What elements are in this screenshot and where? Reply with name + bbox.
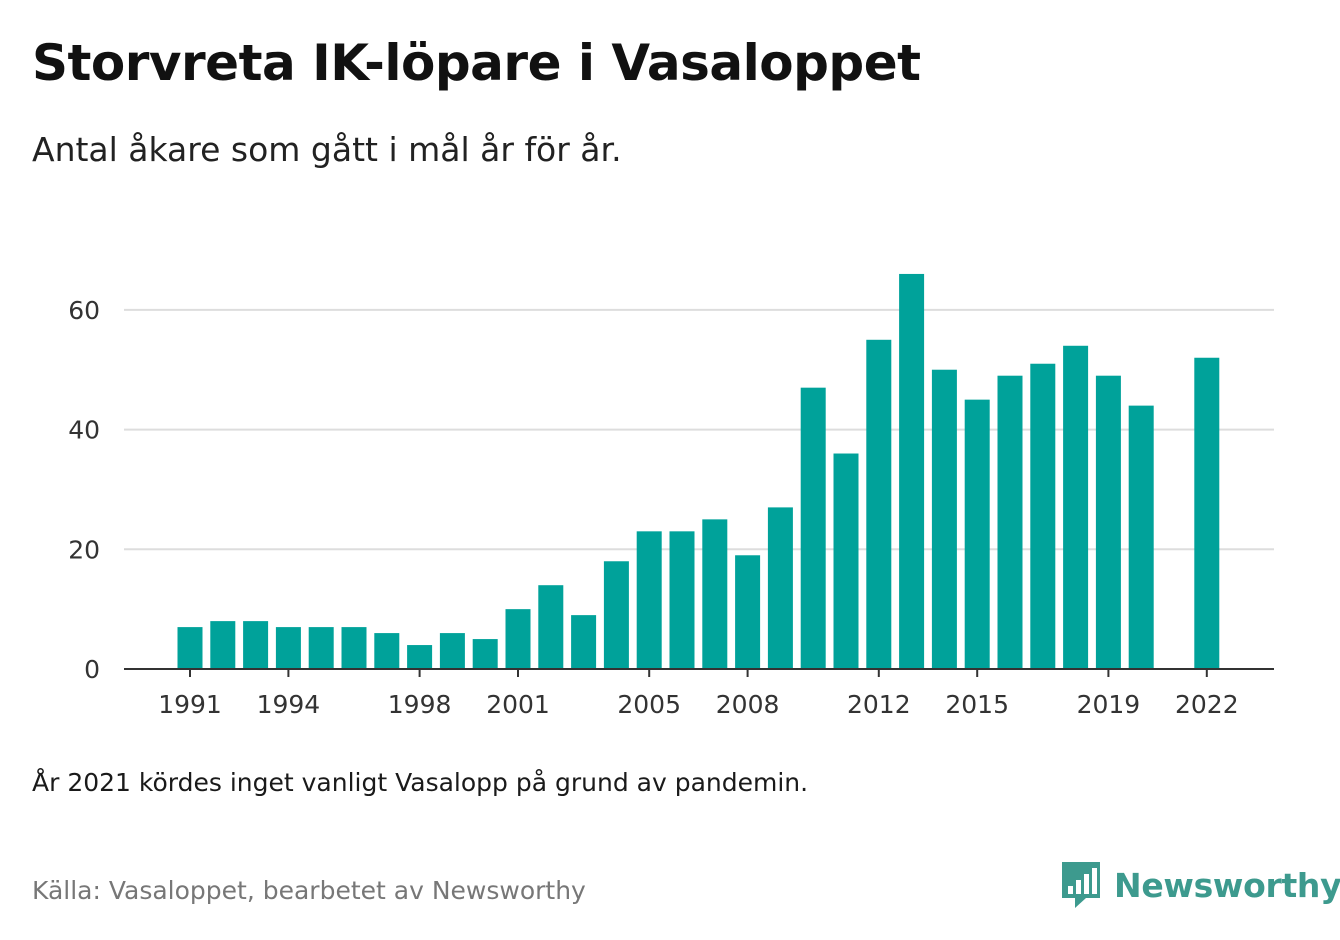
x-tick-label-1994: 1994 bbox=[257, 690, 321, 719]
bar-2020 bbox=[1128, 405, 1154, 669]
y-tick-label-20: 20 bbox=[68, 535, 100, 564]
bar-chart: 0 20 40 60 1991 1994 1998 2001 2005 2008 2012 2015 2… bbox=[68, 273, 1274, 719]
bar-2005 bbox=[636, 531, 662, 669]
chart-note: År 2021 kördes inget vanligt Vasalopp på… bbox=[32, 768, 809, 797]
bar-1991 bbox=[177, 627, 203, 669]
bar-1995 bbox=[308, 627, 334, 669]
bar-2003 bbox=[571, 615, 597, 669]
brand-logo: Newsworthy bbox=[1060, 860, 1340, 910]
axes: 0 20 40 60 1991 1994 1998 2001 2005 2008 2012 2015 2… bbox=[68, 296, 1274, 719]
brand-name: Newsworthy bbox=[1114, 865, 1340, 905]
bar-2022 bbox=[1194, 357, 1220, 669]
chart-title: Storvreta IK-löpare i Vasaloppet bbox=[32, 34, 921, 92]
bar-2018 bbox=[1063, 345, 1089, 669]
bar-1993 bbox=[243, 621, 269, 669]
bar-1999 bbox=[439, 633, 465, 669]
x-tick-label-2008: 2008 bbox=[716, 690, 780, 719]
source-credit: Källa: Vasaloppet, bearbetet av Newswort… bbox=[32, 876, 586, 905]
bar-2019 bbox=[1095, 375, 1121, 669]
bars bbox=[177, 273, 1220, 669]
bar-2004 bbox=[603, 561, 629, 669]
bar-2011 bbox=[833, 453, 859, 669]
bar-2000 bbox=[472, 639, 498, 669]
bar-2016 bbox=[997, 375, 1023, 669]
x-tick-label-2015: 2015 bbox=[945, 690, 1009, 719]
bar-2017 bbox=[1030, 363, 1056, 669]
bar-2010 bbox=[800, 387, 826, 669]
bar-1997 bbox=[374, 633, 400, 669]
chart-subtitle: Antal åkare som gått i mål år för år. bbox=[32, 130, 622, 169]
x-tick-label-2012: 2012 bbox=[847, 690, 911, 719]
y-tick-label-60: 60 bbox=[68, 296, 100, 325]
x-tick-label-1998: 1998 bbox=[388, 690, 452, 719]
x-tick-label-2019: 2019 bbox=[1077, 690, 1141, 719]
bar-2015 bbox=[964, 399, 990, 669]
y-tick-label-0: 0 bbox=[84, 655, 100, 684]
bar-1998 bbox=[407, 645, 433, 669]
bar-2012 bbox=[866, 339, 892, 669]
bar-2013 bbox=[899, 273, 925, 669]
bar-2008 bbox=[735, 555, 761, 669]
bar-1996 bbox=[341, 627, 367, 669]
x-tick-label-2001: 2001 bbox=[486, 690, 550, 719]
x-tick-label-2022: 2022 bbox=[1175, 690, 1239, 719]
bar-2001 bbox=[505, 609, 531, 669]
y-tick-label-40: 40 bbox=[68, 416, 100, 445]
bar-2009 bbox=[767, 507, 793, 669]
bar-1994 bbox=[275, 627, 301, 669]
bar-1992 bbox=[210, 621, 236, 669]
bar-2006 bbox=[669, 531, 695, 669]
bar-2002 bbox=[538, 585, 564, 669]
x-tick-label-1991: 1991 bbox=[158, 690, 222, 719]
x-tick-label-2005: 2005 bbox=[617, 690, 681, 719]
newsworthy-logo-icon bbox=[1062, 862, 1100, 908]
bar-2014 bbox=[931, 369, 957, 669]
bar-2007 bbox=[702, 519, 728, 669]
